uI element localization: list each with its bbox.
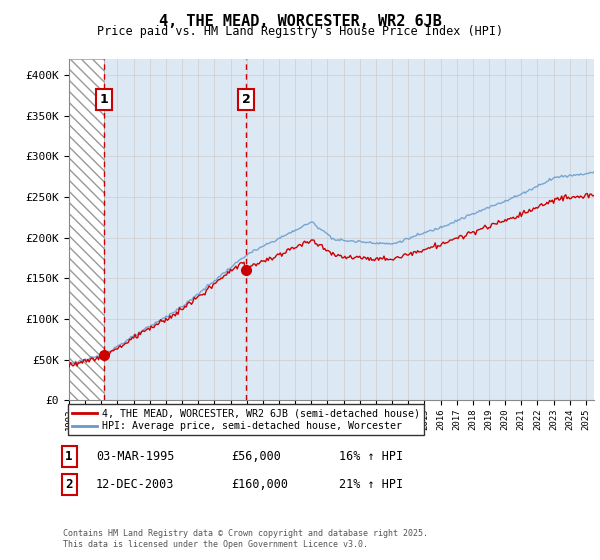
Bar <box>69 59 104 400</box>
Text: £160,000: £160,000 <box>231 478 288 491</box>
Text: 1: 1 <box>65 450 73 463</box>
Text: 21% ↑ HPI: 21% ↑ HPI <box>339 478 403 491</box>
Text: 1: 1 <box>100 93 109 106</box>
Text: 03-MAR-1995: 03-MAR-1995 <box>96 450 175 463</box>
Text: 16% ↑ HPI: 16% ↑ HPI <box>339 450 403 463</box>
Text: Price paid vs. HM Land Registry's House Price Index (HPI): Price paid vs. HM Land Registry's House … <box>97 25 503 38</box>
Text: 2: 2 <box>242 93 250 106</box>
Text: Contains HM Land Registry data © Crown copyright and database right 2025.
This d: Contains HM Land Registry data © Crown c… <box>63 529 428 549</box>
Text: 2: 2 <box>65 478 73 491</box>
Text: £56,000: £56,000 <box>231 450 281 463</box>
Text: 4, THE MEAD, WORCESTER, WR2 6JB: 4, THE MEAD, WORCESTER, WR2 6JB <box>158 14 442 29</box>
Legend: 4, THE MEAD, WORCESTER, WR2 6JB (semi-detached house), HPI: Average price, semi-: 4, THE MEAD, WORCESTER, WR2 6JB (semi-de… <box>68 404 424 435</box>
Text: 12-DEC-2003: 12-DEC-2003 <box>96 478 175 491</box>
